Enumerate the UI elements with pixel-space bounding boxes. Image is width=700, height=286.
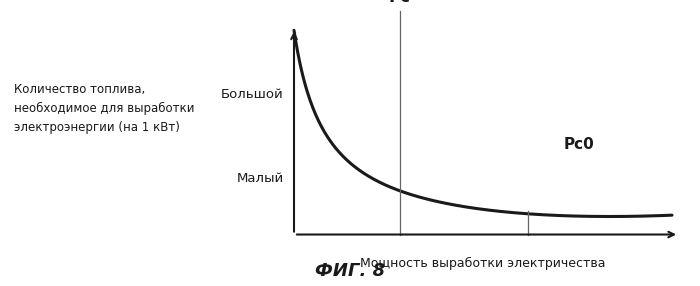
Text: ФИГ. 8: ФИГ. 8 [315, 262, 385, 280]
Text: Большой: Большой [220, 88, 284, 101]
Text: Рс0: Рс0 [564, 137, 594, 152]
Text: Количество топлива,
необходимое для выработки
электроэнергии (на 1 кВт): Количество топлива, необходимое для выра… [14, 83, 195, 134]
Text: Мощность выработки электричества: Мощность выработки электричества [360, 257, 606, 271]
Text: Рс: Рс [389, 0, 411, 6]
Text: Малый: Малый [237, 172, 284, 185]
